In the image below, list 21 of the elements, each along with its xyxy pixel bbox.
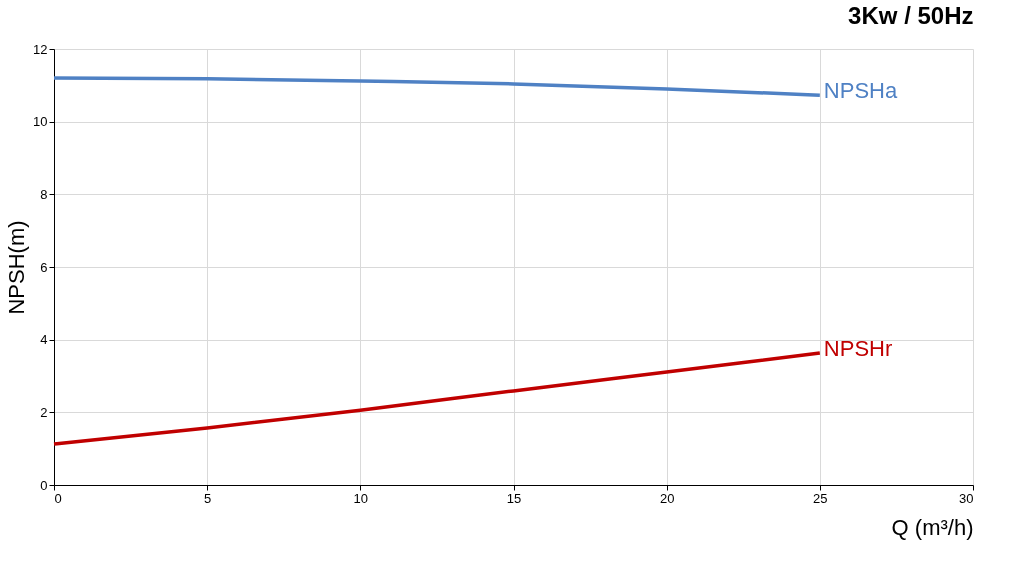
- line-series: [52, 76, 822, 97]
- series-label: NPSHa: [823, 78, 898, 104]
- y-tick-label: 2: [40, 404, 48, 420]
- x-axis-title: Q (m³/h): [891, 514, 974, 540]
- chart-title: 3Kw / 50Hz: [848, 2, 974, 29]
- x-tick-label: 10: [353, 490, 369, 506]
- y-tick-label: 6: [40, 259, 48, 275]
- y-axis-title: NPSH(m): [4, 220, 30, 315]
- x-tick-label: 5: [204, 490, 212, 506]
- y-tick-label: 0: [40, 477, 48, 493]
- x-tick-label: 0: [54, 490, 62, 506]
- y-tick-label: 4: [40, 332, 48, 348]
- y-tick-label: 12: [33, 41, 48, 57]
- y-tick-label: 8: [40, 186, 48, 202]
- line-series: [52, 351, 822, 446]
- x-tick-label: 20: [659, 490, 675, 506]
- x-tick-label: 25: [813, 490, 828, 506]
- series-label: NPSHr: [823, 336, 893, 362]
- y-tick-label: 10: [33, 114, 48, 130]
- x-tick-label: 15: [506, 490, 522, 506]
- x-tick-label: 30: [959, 490, 974, 506]
